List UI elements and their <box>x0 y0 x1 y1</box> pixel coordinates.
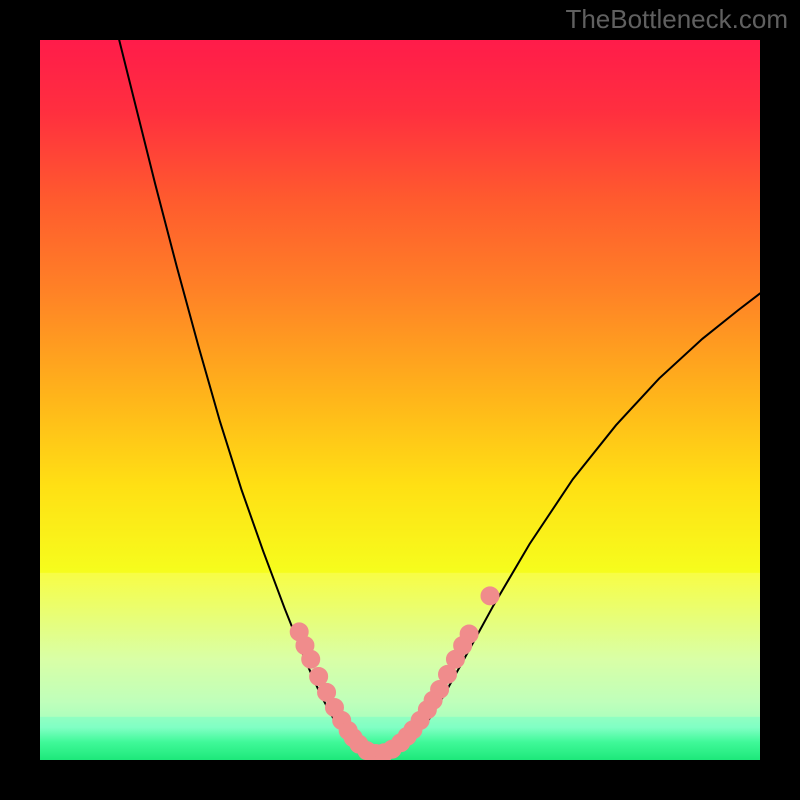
band-accent-rect <box>40 573 760 717</box>
marker-point <box>460 625 478 643</box>
plot-area <box>40 40 760 760</box>
marker-point <box>310 667 328 685</box>
watermark-text: TheBottleneck.com <box>565 4 788 35</box>
root-container: TheBottleneck.com <box>0 0 800 800</box>
marker-point <box>302 650 320 668</box>
chart-svg <box>40 40 760 760</box>
marker-point <box>481 587 499 605</box>
